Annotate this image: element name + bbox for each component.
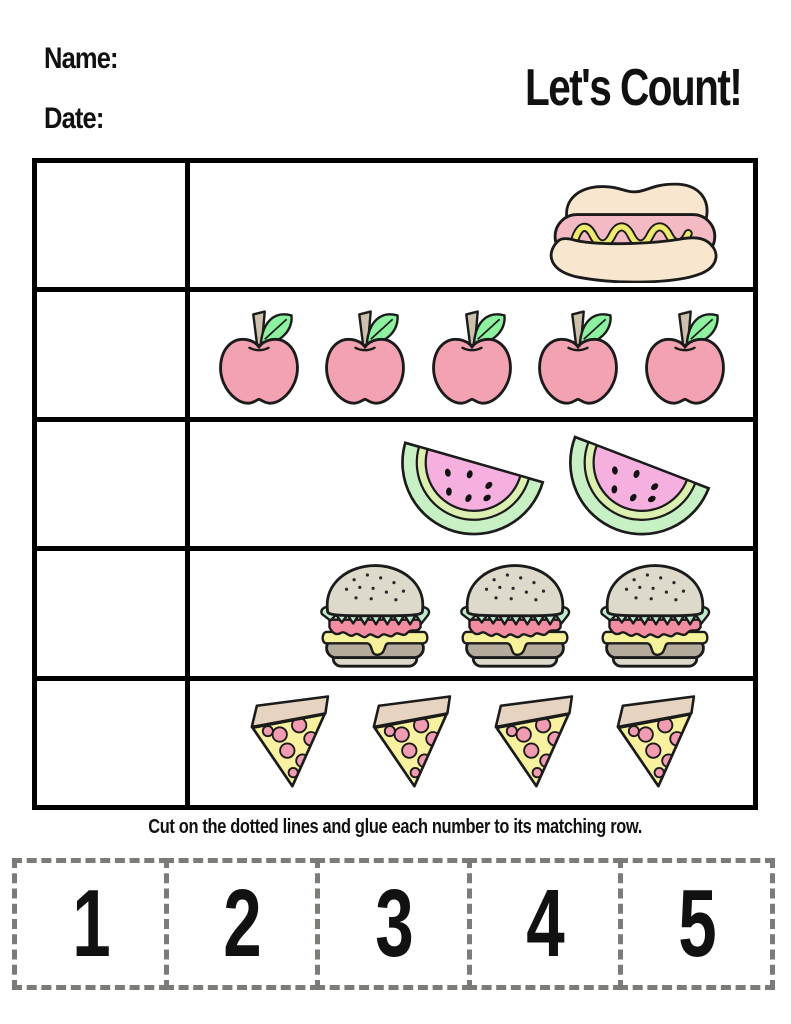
table-row xyxy=(37,421,753,552)
number-label: 1 xyxy=(71,870,110,977)
number-label: 4 xyxy=(526,870,565,977)
table-row xyxy=(37,551,753,681)
pizza-icon xyxy=(372,695,451,788)
apple-icon xyxy=(431,310,512,405)
number-label: 5 xyxy=(678,870,716,977)
burger-icon xyxy=(320,564,431,668)
number-label: 3 xyxy=(374,870,413,977)
table-row xyxy=(37,680,753,806)
number-cutout-strip: 1 2 3 4 5 xyxy=(12,858,775,990)
number-card-1[interactable]: 1 xyxy=(12,858,169,990)
number-card-4[interactable]: 4 xyxy=(466,858,624,990)
table-row xyxy=(37,163,753,293)
date-label: Date: xyxy=(44,102,104,135)
hotdog-icon xyxy=(549,182,718,284)
burger-icon xyxy=(600,564,711,668)
items-cell-apples xyxy=(190,292,753,416)
apple-icon xyxy=(538,310,618,405)
answer-box-row-2[interactable] xyxy=(37,292,190,417)
pizza-icon xyxy=(250,695,329,788)
answer-box-row-1[interactable] xyxy=(37,163,190,288)
apple-icon xyxy=(218,310,299,405)
apple-icon xyxy=(644,310,725,405)
watermelon-icon xyxy=(569,435,711,536)
watermelon-icon xyxy=(401,441,545,536)
counting-table xyxy=(32,158,758,810)
items-cell-pizzas xyxy=(190,681,753,805)
burger-icon xyxy=(460,564,571,668)
pizza-icon xyxy=(494,695,573,788)
answer-box-row-4[interactable] xyxy=(37,551,190,676)
items-cell-hotdog xyxy=(190,163,753,287)
number-card-5[interactable]: 5 xyxy=(618,858,775,990)
apple-icon xyxy=(325,310,405,405)
number-card-3[interactable]: 3 xyxy=(315,858,472,990)
page-title: Let's Count! xyxy=(524,59,743,117)
table-row xyxy=(37,292,753,422)
answer-box-row-3[interactable] xyxy=(37,421,190,547)
number-card-2[interactable]: 2 xyxy=(163,858,321,990)
answer-box-row-5[interactable] xyxy=(37,680,190,806)
instruction-text: Cut on the dotted lines and glue each nu… xyxy=(148,816,643,838)
pizza-icon xyxy=(616,695,695,788)
name-label: Name: xyxy=(44,42,119,75)
number-label: 2 xyxy=(223,870,261,977)
items-cell-watermelons xyxy=(190,422,753,546)
items-cell-burgers xyxy=(190,551,753,675)
